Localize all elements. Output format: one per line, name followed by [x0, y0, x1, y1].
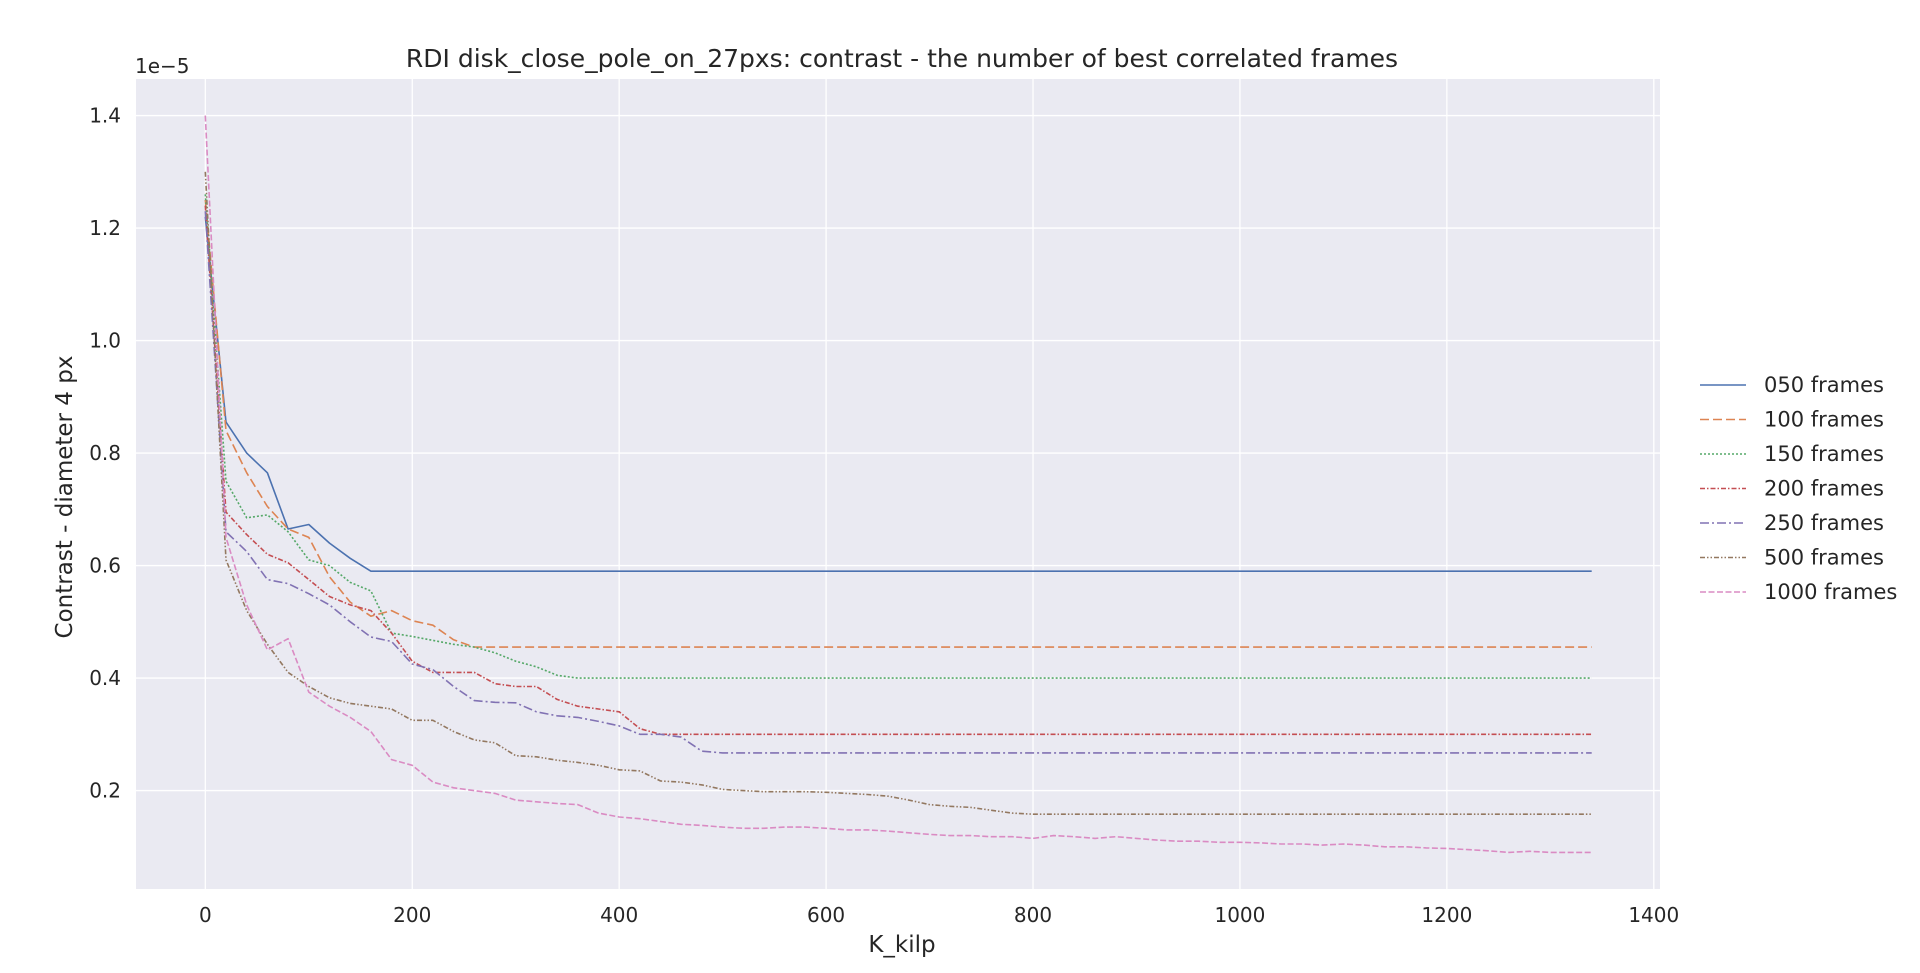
- x-tick-label: 600: [807, 903, 845, 927]
- x-tick-label: 1400: [1628, 903, 1679, 927]
- y-tick-label: 1.2: [89, 216, 121, 240]
- y-tick-label: 0.6: [89, 554, 121, 578]
- series-line-1: [204, 199, 1592, 648]
- legend-label: 100 frames: [1764, 408, 1884, 432]
- legend-label: 1000 frames: [1764, 580, 1897, 604]
- x-tick-label: 0: [199, 903, 212, 927]
- series-line-2: [204, 194, 1592, 679]
- y-tick-label: 1.4: [89, 104, 121, 128]
- chart-title: RDI disk_close_pole_on_27pxs: contrast -…: [406, 44, 1398, 73]
- legend-label: 250 frames: [1764, 511, 1884, 535]
- x-tick-label: 400: [600, 903, 638, 927]
- axis-ticks: 0 200 400 600 800 1000 1200 1400 0.2 0.4 0.6 0.8 1.0…: [89, 104, 1679, 927]
- series-line-4: [204, 211, 1592, 754]
- series-line-0: [204, 216, 1592, 573]
- x-tick-label: 1000: [1214, 903, 1265, 927]
- legend-label: 200 frames: [1764, 477, 1884, 501]
- y-offset-label: 1e−5: [135, 54, 190, 78]
- y-tick-label: 0.2: [89, 779, 121, 803]
- x-tick-label: 200: [393, 903, 431, 927]
- plot-area: [136, 79, 1660, 889]
- legend-label: 050 frames: [1764, 373, 1884, 397]
- legend: 050 frames 100 frames 150 frames 200 frames…: [1700, 373, 1897, 604]
- x-axis-label: K_kilp: [868, 932, 935, 958]
- legend-label: 150 frames: [1764, 442, 1884, 466]
- series-line-5: [204, 171, 1592, 816]
- y-tick-label: 0.8: [89, 441, 121, 465]
- x-tick-label: 1200: [1421, 903, 1472, 927]
- grid: [136, 79, 1660, 889]
- series-layer: [204, 115, 1592, 854]
- legend-label: 500 frames: [1764, 546, 1884, 570]
- series-line-6: [204, 115, 1592, 854]
- y-axis-label: Contrast - diameter 4 px: [52, 356, 78, 639]
- y-tick-label: 0.4: [89, 666, 121, 690]
- x-tick-label: 800: [1014, 903, 1052, 927]
- y-tick-label: 1.0: [89, 329, 121, 353]
